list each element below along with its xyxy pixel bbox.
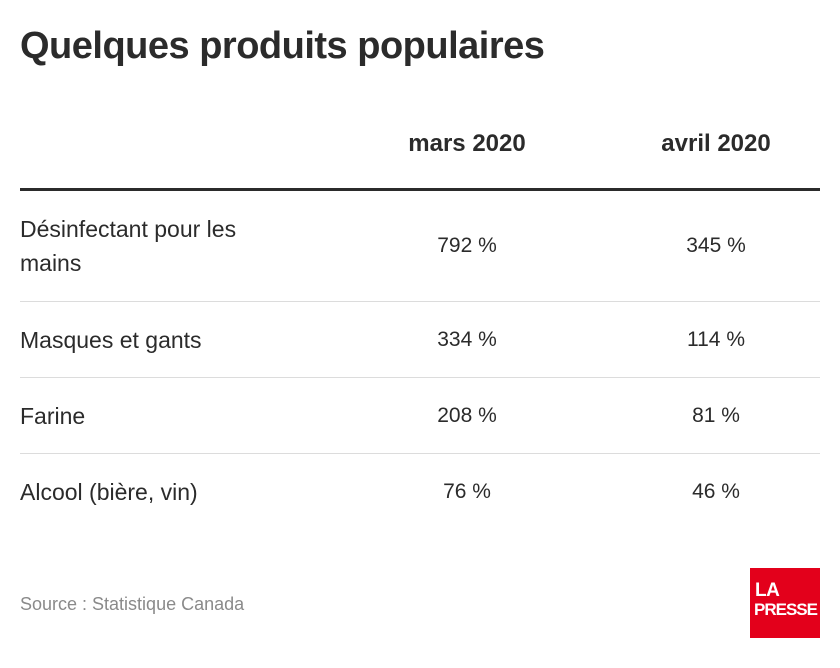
row-label: Désinfectant pour les mains [20, 216, 237, 276]
chart-title: Quelques produits populaires [20, 25, 545, 67]
la-presse-logo: LA PRESSE [750, 568, 820, 638]
cell-value-mars: 334 % [437, 327, 497, 351]
table-row: Masques et gants 334 % 114 % [20, 302, 820, 378]
cell-value-avril: 114 % [687, 327, 745, 351]
logo-line-2: PRESSE [754, 600, 818, 619]
row-label: Masques et gants [20, 326, 202, 353]
cell-value-avril: 46 % [692, 479, 740, 503]
table-row: Désinfectant pour les mains 792 % 345 % [20, 191, 820, 302]
logo-line-1: LA [755, 580, 780, 601]
data-table: mars 2020 avril 2020 Désinfectant pour l… [20, 118, 820, 529]
source-note: Source : Statistique Canada [20, 594, 245, 614]
table-row: Alcool (bière, vin) 76 % 46 % [20, 454, 820, 529]
column-header-mars-2020: mars 2020 [408, 130, 526, 157]
table-header-row: mars 2020 avril 2020 [20, 118, 820, 191]
column-header-avril-2020: avril 2020 [661, 130, 771, 157]
table-row: Farine 208 % 81 % [20, 378, 820, 454]
cell-value-avril: 345 % [686, 234, 746, 257]
cell-value-mars: 208 % [437, 403, 497, 427]
cell-value-mars: 792 % [437, 234, 497, 257]
cell-value-avril: 81 % [692, 403, 740, 427]
cell-value-mars: 76 % [443, 479, 491, 503]
row-label: Alcool (bière, vin) [20, 478, 198, 505]
row-label: Farine [20, 402, 86, 429]
